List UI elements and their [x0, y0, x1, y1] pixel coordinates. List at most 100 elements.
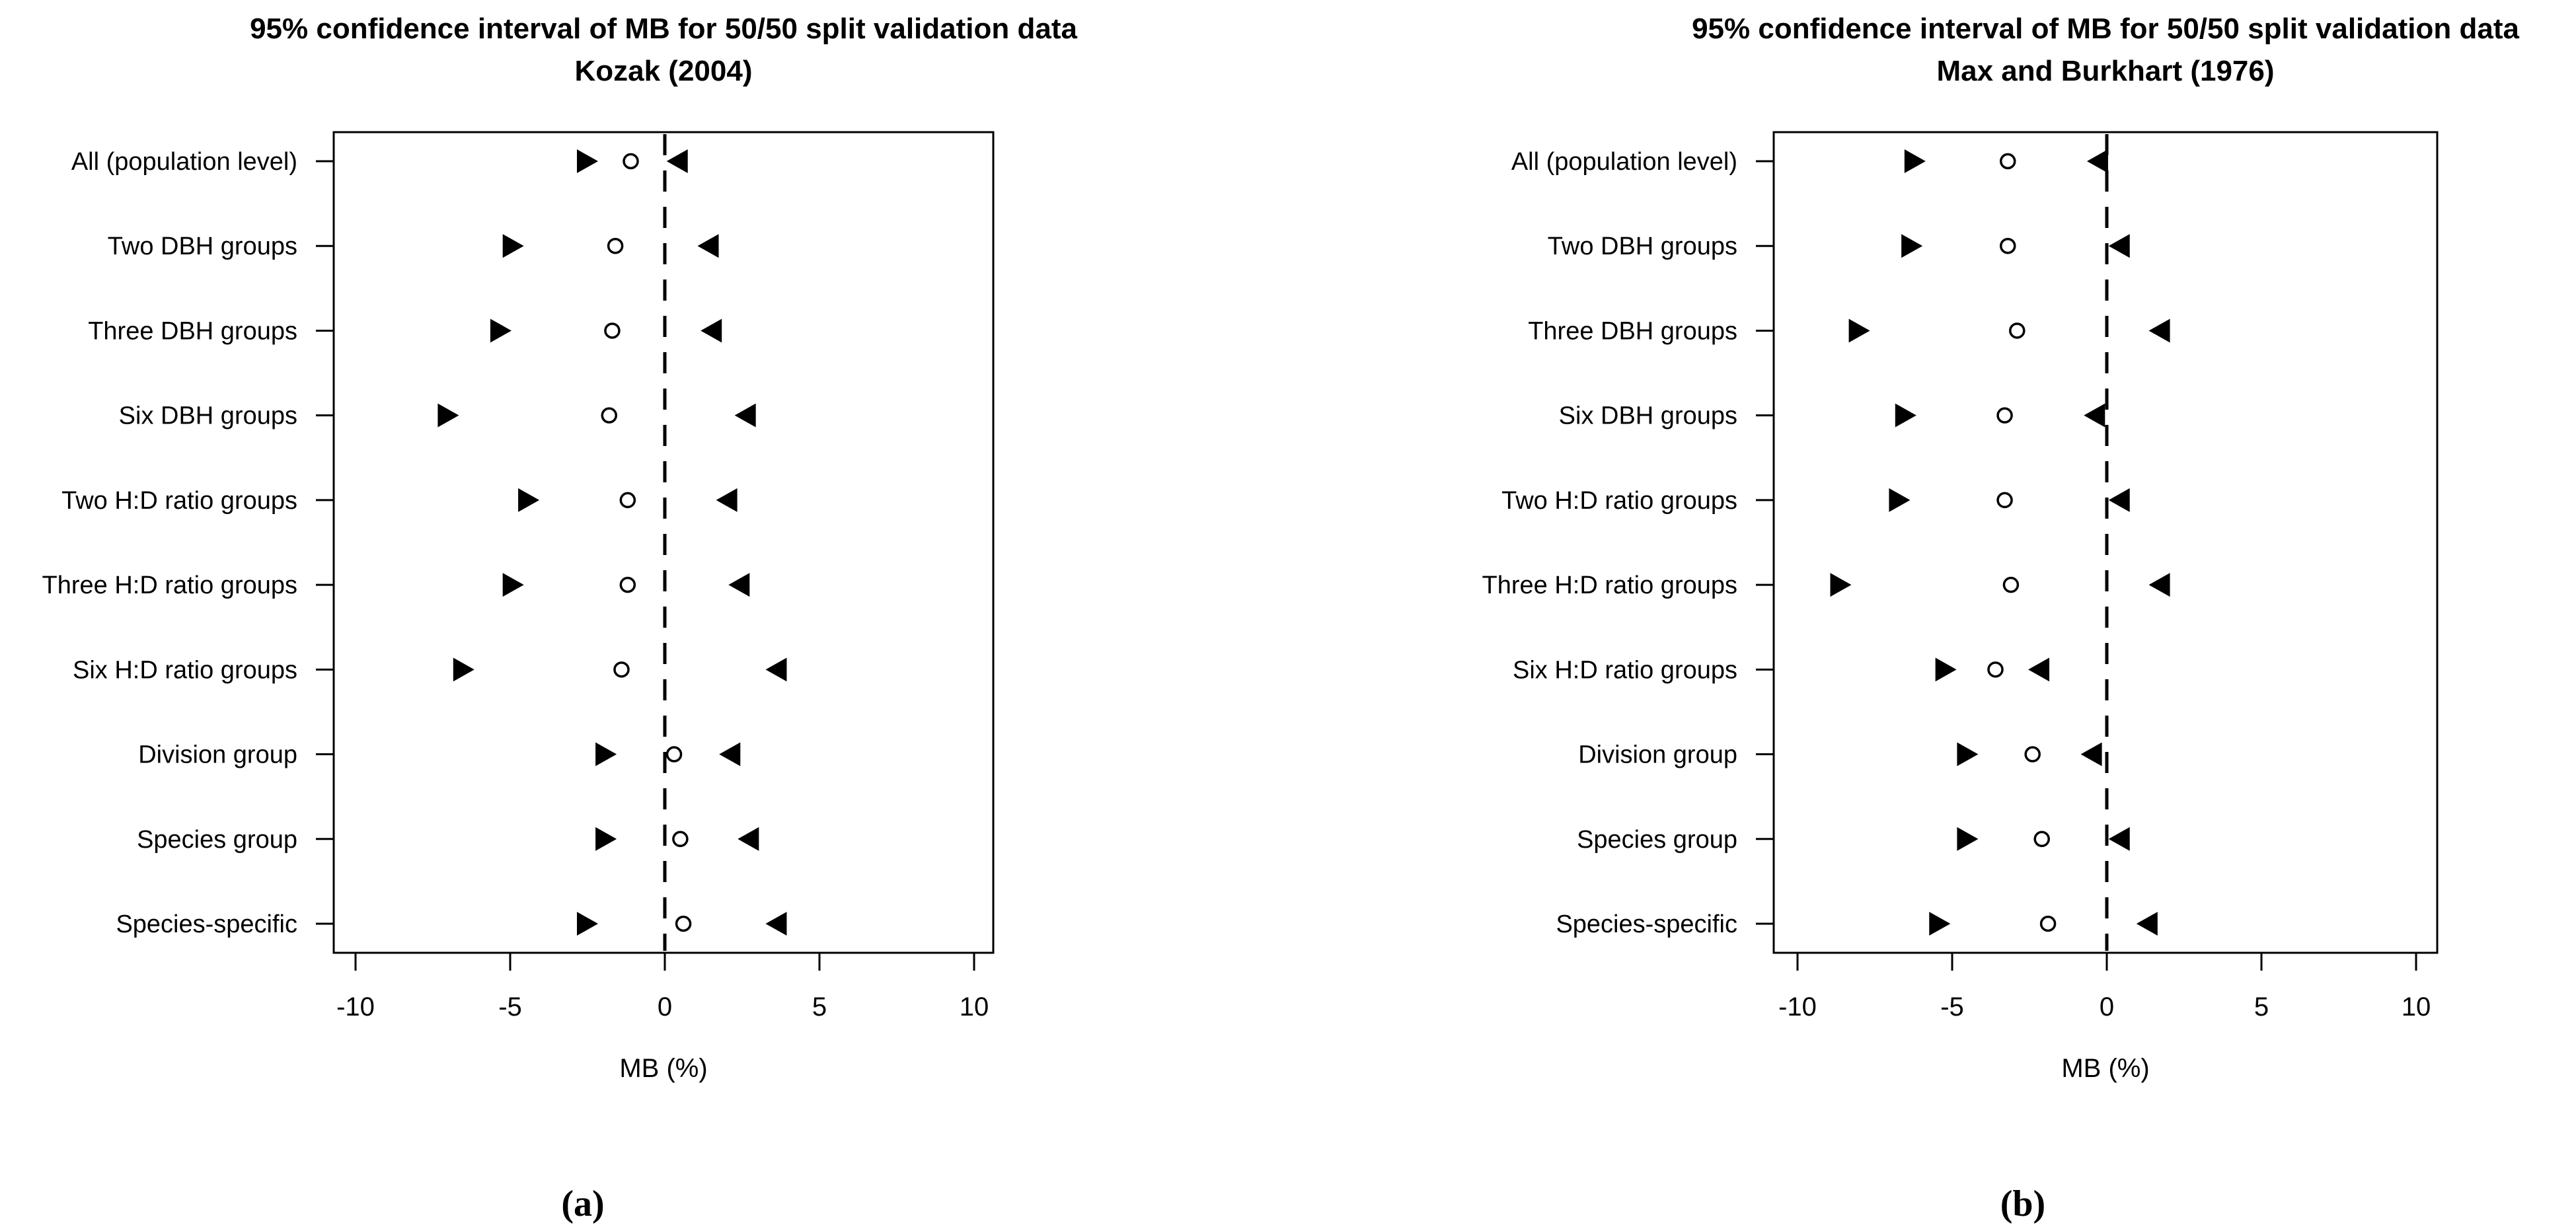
x-tick-label: 0	[658, 992, 672, 1022]
upper-bound-marker	[2148, 318, 2170, 343]
mean-marker	[1996, 492, 2013, 509]
upper-bound-marker	[666, 149, 688, 173]
y-tick-label: Division group	[1578, 741, 1737, 769]
upper-bound-marker	[738, 827, 759, 851]
chart-b-x-axis-title: MB (%)	[2061, 1054, 2149, 1083]
upper-bound-marker	[2084, 403, 2105, 428]
chart-a-x-axis-title: MB (%)	[619, 1054, 707, 1083]
mean-marker	[1996, 407, 2013, 424]
y-tick-label: Two H:D ratio groups	[1501, 487, 1737, 515]
lower-bound-marker	[1895, 403, 1916, 428]
mean-marker	[1987, 661, 2004, 678]
lower-bound-marker	[1929, 912, 1951, 936]
mean-marker	[2039, 915, 2057, 932]
chart-b-title-line-2: Max and Burkhart (1976)	[1936, 55, 2274, 87]
y-tick-label: Two DBH groups	[108, 233, 297, 260]
y-tick-label: Three DBH groups	[88, 317, 297, 345]
mean-marker	[2033, 831, 2050, 848]
lower-bound-marker	[1848, 318, 1870, 343]
mean-marker	[619, 576, 636, 593]
chart-a-plot-area: -10 -5 0 5 10 All (population level) Two DBH g…	[42, 131, 995, 1022]
y-tick-label: Species-specific	[116, 911, 297, 938]
chart-b-caption: (b)	[2000, 1183, 2045, 1224]
lower-bound-marker	[1957, 827, 1979, 851]
chart-a-title-line-1: 95% confidence interval of MB for 50/50 …	[250, 13, 1077, 45]
chart-b: 95% confidence interval of MB for 50/50 …	[1482, 13, 2520, 1224]
upper-bound-marker	[765, 912, 787, 936]
upper-bound-marker	[716, 488, 738, 512]
y-tick-label: Six DBH groups	[119, 402, 297, 430]
y-tick-label: Three H:D ratio groups	[1482, 572, 1738, 599]
mean-marker	[613, 661, 630, 678]
y-tick-label: Six DBH groups	[1559, 402, 1737, 430]
lower-bound-marker	[453, 657, 474, 682]
upper-bound-marker	[697, 234, 719, 258]
mean-marker	[601, 407, 618, 424]
x-tick-label: 5	[812, 992, 827, 1022]
x-tick-label: 10	[2402, 992, 2431, 1022]
x-tick-label: -5	[1940, 992, 1964, 1022]
y-tick-label: Species group	[137, 826, 297, 854]
plot-box	[332, 131, 995, 954]
y-tick-label: Species group	[1577, 826, 1737, 854]
y-tick-label: Three H:D ratio groups	[42, 572, 298, 599]
upper-bound-marker	[728, 573, 750, 597]
mean-marker	[607, 237, 624, 254]
mean-marker	[2009, 322, 2026, 339]
mean-marker	[604, 322, 621, 339]
mean-marker	[2002, 576, 2020, 593]
lower-bound-marker	[502, 234, 524, 258]
lower-bound-marker	[502, 573, 524, 597]
lower-bound-marker	[1904, 149, 1926, 173]
upper-bound-marker	[2148, 573, 2170, 597]
upper-bound-marker	[719, 742, 741, 766]
lower-bound-marker	[1957, 742, 1979, 766]
x-tick-label: -10	[336, 992, 375, 1022]
y-tick-label: Six H:D ratio groups	[1513, 656, 1737, 684]
plot-box	[1772, 131, 2439, 954]
upper-bound-marker	[701, 318, 722, 343]
upper-bound-marker	[2136, 912, 2158, 936]
chart-a: 95% confidence interval of MB for 50/50 …	[42, 13, 1078, 1224]
lower-bound-marker	[1830, 573, 1852, 597]
upper-bound-marker	[2086, 149, 2108, 173]
upper-bound-marker	[2028, 657, 2050, 682]
chart-a-caption: (a)	[561, 1183, 604, 1224]
x-tick-label: 10	[960, 992, 989, 1022]
lower-bound-marker	[1935, 657, 1957, 682]
lower-bound-marker	[1901, 234, 1923, 258]
lower-bound-marker	[595, 827, 617, 851]
mean-marker	[619, 492, 636, 509]
lower-bound-marker	[595, 742, 617, 766]
upper-bound-marker	[2108, 488, 2130, 512]
y-tick-label: All (population level)	[71, 148, 297, 176]
y-tick-label: Six H:D ratio groups	[73, 656, 297, 684]
upper-bound-marker	[734, 403, 756, 428]
upper-bound-marker	[2080, 742, 2102, 766]
mean-marker	[1999, 237, 2016, 254]
y-tick-label: Two DBH groups	[1548, 233, 1737, 260]
mean-marker	[665, 746, 683, 762]
lower-bound-marker	[518, 488, 540, 512]
lower-bound-marker	[437, 403, 459, 428]
x-tick-label: 5	[2254, 992, 2269, 1022]
mean-marker	[1999, 153, 2016, 170]
y-tick-label: Three DBH groups	[1528, 317, 1737, 345]
lower-bound-marker	[577, 149, 598, 173]
upper-bound-marker	[2108, 234, 2130, 258]
mean-marker	[623, 153, 639, 170]
chart-b-title-line-1: 95% confidence interval of MB for 50/50 …	[1692, 13, 2519, 45]
chart-b-plot-area: -10 -5 0 5 10 All (population level) Two DBH g…	[1482, 131, 2439, 1022]
x-tick-label: -10	[1778, 992, 1817, 1022]
lower-bound-marker	[1889, 488, 1911, 512]
y-tick-label: All (population level)	[1511, 148, 1737, 176]
upper-bound-marker	[2108, 827, 2130, 851]
mean-marker	[675, 915, 692, 932]
y-tick-label: Species-specific	[1556, 911, 1737, 938]
chart-a-title-line-2: Kozak (2004)	[574, 55, 752, 87]
y-tick-label: Division group	[138, 741, 297, 769]
mean-marker	[672, 831, 689, 848]
lower-bound-marker	[577, 912, 598, 936]
upper-bound-marker	[765, 657, 787, 682]
